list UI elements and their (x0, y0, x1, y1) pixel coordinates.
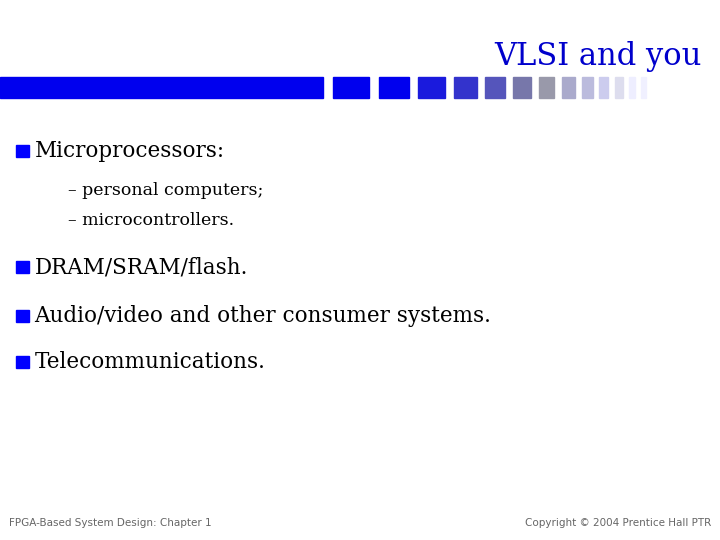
Bar (562, 77, 575, 98)
Text: Audio/video and other consumer systems.: Audio/video and other consumer systems. (35, 305, 492, 327)
Text: Microprocessors:: Microprocessors: (35, 140, 225, 162)
Text: FPGA-Based System Design: Chapter 1: FPGA-Based System Design: Chapter 1 (9, 518, 211, 528)
Bar (513, 77, 531, 98)
Bar (0, 77, 323, 98)
Bar (539, 77, 554, 98)
Text: Copyright © 2004 Prentice Hall PTR: Copyright © 2004 Prentice Hall PTR (525, 518, 711, 528)
Bar (379, 77, 409, 98)
Text: VLSI and you: VLSI and you (495, 41, 702, 72)
Bar (582, 77, 593, 98)
Text: Telecommunications.: Telecommunications. (35, 351, 266, 373)
Bar (418, 77, 445, 98)
Bar (629, 77, 635, 98)
Text: – personal computers;: – personal computers; (68, 181, 264, 199)
Bar (333, 77, 369, 98)
Bar (16, 261, 29, 273)
Text: DRAM/SRAM/flash.: DRAM/SRAM/flash. (35, 256, 248, 278)
Bar (599, 77, 608, 98)
Bar (16, 145, 29, 157)
Bar (615, 77, 623, 98)
Bar (454, 77, 477, 98)
Bar (16, 356, 29, 368)
Bar (485, 77, 505, 98)
Bar (641, 77, 646, 98)
Text: – microcontrollers.: – microcontrollers. (68, 212, 235, 229)
Bar (16, 310, 29, 322)
